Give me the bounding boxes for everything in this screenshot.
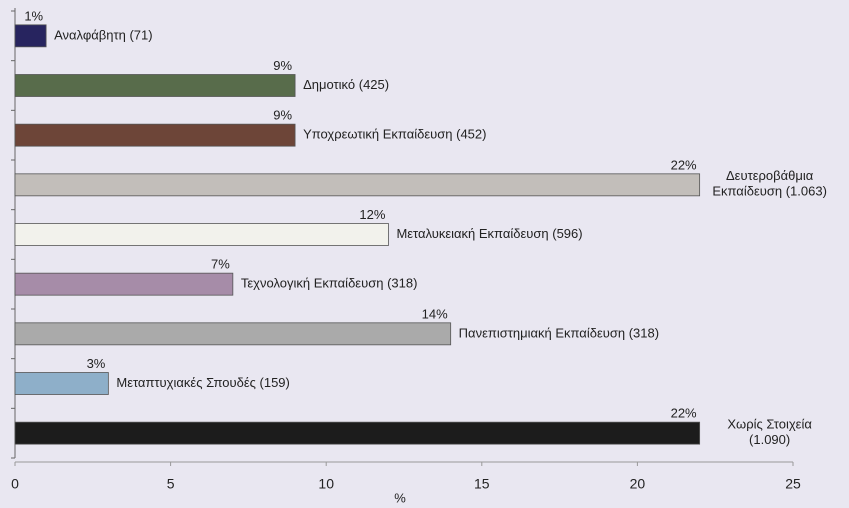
category-label: Δημοτικό (425) [303,77,389,92]
category-label: Αναλφάβητη (71) [54,27,152,42]
x-tick-label: 20 [630,476,646,492]
category-label: Πανεπιστημιακή Εκπαίδευση (318) [459,325,659,340]
bar [14,421,701,445]
category-label: Υποχρεωτική Εκπαίδευση (452) [303,127,486,142]
x-tick-label: 0 [11,476,19,492]
category-label: Χωρίς Στοιχεία (1.090) [727,417,812,448]
value-label: 22% [671,157,697,172]
value-label: 22% [671,406,697,421]
bar [14,123,296,147]
x-tick-label: 25 [785,476,801,492]
category-label: Μεταλυκειακή Εκπαίδευση (596) [396,226,582,241]
bar [14,24,47,48]
x-axis-label: % [394,490,406,505]
bar [14,272,234,296]
value-label: 12% [359,207,385,222]
category-label: Τεχνολογική Εκπαίδευση (318) [241,276,418,291]
category-label: Μεταπτυχιακές Σπουδές (159) [116,375,290,390]
value-label: 14% [422,306,448,321]
x-tick-label: 15 [474,476,490,492]
value-label: 9% [273,58,292,73]
value-label: 1% [24,8,43,23]
bar [14,173,701,197]
x-tick-label: 5 [167,476,175,492]
bar [14,372,109,395]
x-tick-label: 10 [318,476,334,492]
value-label: 9% [273,108,292,123]
bar [14,322,452,346]
value-label: 7% [211,257,230,272]
value-label: 3% [87,356,106,371]
category-label: Δευτεροβάθμια Εκπαίδευση (1.063) [712,168,827,199]
bar [14,223,389,246]
bar [14,74,296,97]
